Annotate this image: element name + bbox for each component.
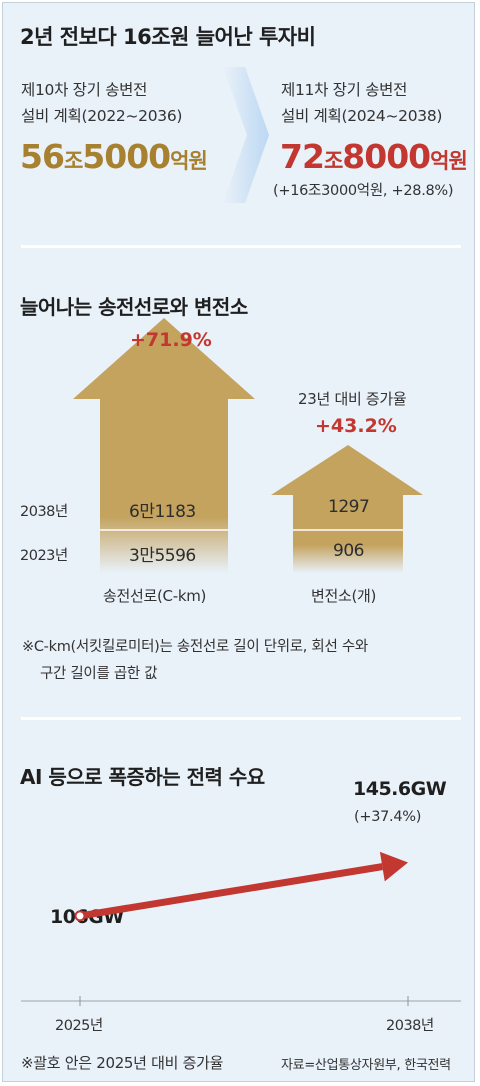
x-label-2025: 2025년: [55, 1018, 103, 1034]
plan11-amount-a: 72: [280, 137, 325, 176]
category-substation: 변전소(개): [311, 587, 377, 605]
ckm-note-line2: 구간 길이를 곱한 값: [40, 666, 158, 682]
line-growth-arrow: [73, 318, 255, 573]
investment-title: 2년 전보다 16조원 늘어난 투자비: [20, 25, 316, 49]
category-line: 송전선로(C-km): [103, 587, 207, 605]
plan11-unit-a: 조: [323, 149, 343, 173]
line-growth-pct: +71.9%: [130, 329, 212, 351]
data-point-2025: [74, 910, 86, 922]
divider: [21, 717, 461, 720]
substation-value-2038: 1297: [328, 497, 370, 517]
plan10-line2: 설비 계획(2022~2036): [21, 107, 183, 125]
plan10-unit-b: 억원: [170, 149, 208, 173]
legend-2038: 2038년: [20, 504, 68, 520]
demand-chart: [21, 851, 461, 1006]
plan10-amount-b: 5000: [82, 137, 171, 176]
line-value-2023: 3만5596: [129, 546, 196, 566]
footnote: ※괄호 안은 2025년 대비 증가율: [21, 1054, 224, 1072]
plan10-amount: 56조5000억원: [20, 137, 208, 176]
plan11-amount-b: 8000: [342, 137, 431, 176]
ckm-note-line1: ※C-km(서킷킬로미터)는 송전선로 길이 단위로, 회선 수와: [22, 639, 368, 655]
substation-value-2023: 906: [333, 541, 364, 561]
grid-title: 늘어나는 송전선로와 변전소: [20, 295, 248, 319]
growth-caption: 23년 대비 증가율: [298, 390, 407, 408]
demand-2038-value: 145.6GW: [353, 778, 447, 800]
grid-chart: [73, 318, 423, 573]
line-value-2038: 6만1183: [129, 502, 196, 522]
trend-arrowhead-icon: [379, 851, 408, 882]
plan11-line2: 설비 계획(2024~2038): [281, 107, 443, 125]
demand-trend-line: [79, 863, 383, 920]
demand-change: (+37.4%): [354, 809, 422, 825]
legend-2023: 2023년: [20, 548, 68, 564]
plan10-unit-a: 조: [63, 149, 83, 173]
plan11-unit-b: 억원: [430, 149, 468, 173]
chevron-arrow-icon: [223, 67, 269, 203]
plan11-change: (+16조3000억원, +28.8%): [273, 183, 454, 199]
source: 자료=산업통상자원부, 한국전력: [281, 1058, 451, 1073]
plan11-amount: 72조8000억원: [280, 137, 468, 176]
plan11-line1: 제11차 장기 송변전: [281, 81, 408, 99]
substation-growth-pct: +43.2%: [315, 415, 397, 437]
plan10-line1: 제10차 장기 송변전: [21, 81, 148, 99]
divider: [21, 245, 461, 248]
infographic-panel: 2년 전보다 16조원 늘어난 투자비 제10차 장기 송변전 설비 계획(20…: [2, 2, 475, 1082]
plan10-amount-a: 56: [20, 137, 65, 176]
substation-growth-arrow: [271, 445, 423, 573]
demand-title: AI 등으로 폭증하는 전력 수요: [20, 765, 265, 789]
x-label-2038: 2038년: [386, 1018, 434, 1034]
